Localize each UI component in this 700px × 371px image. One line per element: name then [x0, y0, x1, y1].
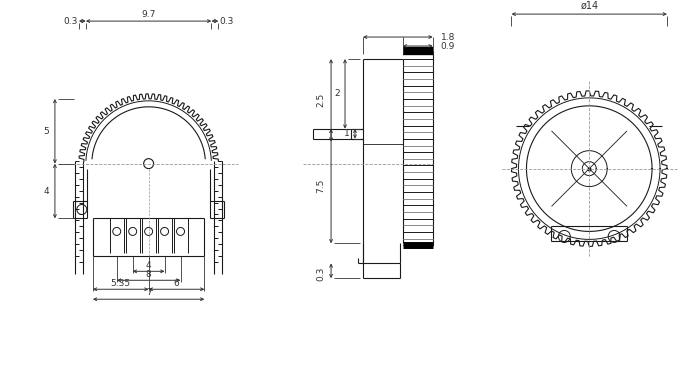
Text: 7: 7 — [146, 288, 151, 297]
Text: 1: 1 — [344, 129, 350, 138]
Text: 5.35: 5.35 — [111, 279, 131, 288]
Text: 2.5: 2.5 — [316, 93, 326, 108]
Text: 0.3: 0.3 — [219, 17, 234, 26]
Text: 8: 8 — [146, 270, 151, 279]
Text: 9.7: 9.7 — [141, 10, 156, 19]
Text: 7.5: 7.5 — [316, 179, 326, 193]
Text: 4: 4 — [43, 187, 49, 196]
Text: 1.8: 1.8 — [441, 33, 455, 42]
Text: 0.3: 0.3 — [64, 17, 78, 26]
Text: ø14: ø14 — [580, 1, 598, 11]
Text: 0.3: 0.3 — [316, 267, 326, 281]
Text: 4: 4 — [146, 261, 151, 270]
Text: 0.9: 0.9 — [441, 42, 455, 50]
Text: 6: 6 — [174, 279, 179, 288]
Text: 5: 5 — [43, 127, 49, 136]
Text: 2: 2 — [334, 89, 340, 98]
